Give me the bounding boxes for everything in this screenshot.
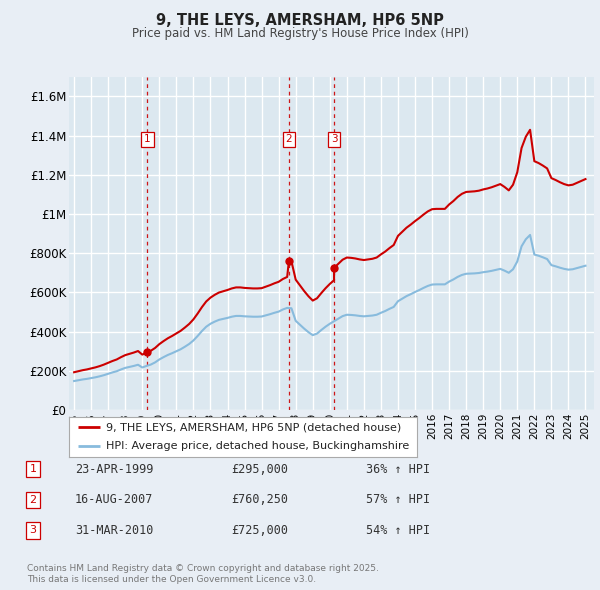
Text: £295,000: £295,000	[231, 463, 288, 476]
Text: 2: 2	[29, 495, 37, 504]
Text: 3: 3	[331, 135, 337, 145]
Text: 57% ↑ HPI: 57% ↑ HPI	[366, 493, 430, 506]
Text: HPI: Average price, detached house, Buckinghamshire: HPI: Average price, detached house, Buck…	[106, 441, 409, 451]
Text: Contains HM Land Registry data © Crown copyright and database right 2025.: Contains HM Land Registry data © Crown c…	[27, 565, 379, 573]
Text: Price paid vs. HM Land Registry's House Price Index (HPI): Price paid vs. HM Land Registry's House …	[131, 27, 469, 40]
Text: This data is licensed under the Open Government Licence v3.0.: This data is licensed under the Open Gov…	[27, 575, 316, 584]
Text: 9, THE LEYS, AMERSHAM, HP6 5NP: 9, THE LEYS, AMERSHAM, HP6 5NP	[156, 13, 444, 28]
Text: 36% ↑ HPI: 36% ↑ HPI	[366, 463, 430, 476]
Text: 9, THE LEYS, AMERSHAM, HP6 5NP (detached house): 9, THE LEYS, AMERSHAM, HP6 5NP (detached…	[106, 422, 401, 432]
Text: 1: 1	[144, 135, 151, 145]
Text: 16-AUG-2007: 16-AUG-2007	[75, 493, 154, 506]
Text: £760,250: £760,250	[231, 493, 288, 506]
Text: 2: 2	[286, 135, 292, 145]
Text: 23-APR-1999: 23-APR-1999	[75, 463, 154, 476]
Text: 3: 3	[29, 526, 37, 535]
Text: 54% ↑ HPI: 54% ↑ HPI	[366, 524, 430, 537]
Text: £725,000: £725,000	[231, 524, 288, 537]
Text: 31-MAR-2010: 31-MAR-2010	[75, 524, 154, 537]
Text: 1: 1	[29, 464, 37, 474]
